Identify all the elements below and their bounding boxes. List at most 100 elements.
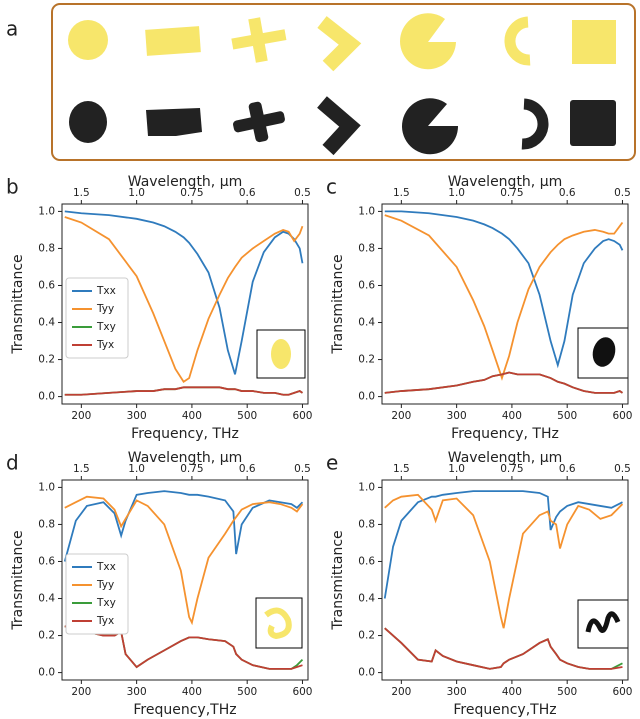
panel-label: e xyxy=(326,451,338,475)
x-axis-title: Frequency, THz xyxy=(451,426,559,442)
y-tick-label: 0.4 xyxy=(38,593,55,605)
x-tick-label: 500 xyxy=(557,686,577,698)
x-tick-label: 600 xyxy=(612,686,632,698)
y-tick-label: 0.0 xyxy=(38,391,55,403)
y-tick-label: 0.6 xyxy=(358,555,375,567)
y-tick-label: 1.0 xyxy=(358,205,375,217)
legend-label: Tyy xyxy=(96,579,114,591)
inset xyxy=(577,327,629,379)
x-tick-label: 600 xyxy=(292,686,312,698)
x-tick-label: 400 xyxy=(502,410,522,422)
x2-tick-label: 1.0 xyxy=(128,187,145,199)
x-tick-label: 300 xyxy=(447,686,467,698)
legend-label: Txy xyxy=(96,597,116,609)
x-tick-label: 600 xyxy=(612,410,632,422)
y-tick-label: 1.0 xyxy=(38,205,55,217)
series-line xyxy=(384,210,624,369)
y-tick-label: 1.0 xyxy=(358,481,375,493)
x2-tick-label: 1.0 xyxy=(128,463,145,475)
x-tick-label: 200 xyxy=(71,686,91,698)
plot-frame xyxy=(381,203,629,405)
legend-label: Txx xyxy=(96,285,116,297)
x2-tick-label: 1.5 xyxy=(393,187,410,199)
y-axis-title: Transmittance xyxy=(10,530,26,630)
x2-tick-label: 0.5 xyxy=(614,463,631,475)
x2-axis-title: Wavelength, µm xyxy=(128,450,243,466)
y-tick-label: 0.8 xyxy=(38,242,55,254)
y-tick-label: 0.6 xyxy=(38,555,55,567)
plot-frame xyxy=(381,479,629,681)
x-tick-label: 300 xyxy=(127,686,147,698)
y-tick-label: 0.8 xyxy=(38,518,55,530)
x-tick-label: 200 xyxy=(391,410,411,422)
x2-tick-label: 0.6 xyxy=(239,463,256,475)
series-line xyxy=(64,210,304,375)
series-line xyxy=(384,214,624,381)
plot-frame xyxy=(61,203,309,405)
y-axis-title: Transmittance xyxy=(330,254,346,354)
predicted-shapes xyxy=(69,96,616,156)
y-axis-title: Transmittance xyxy=(330,530,346,630)
x-tick-label: 500 xyxy=(237,410,257,422)
y-tick-label: 0.4 xyxy=(358,317,375,329)
x2-tick-label: 1.0 xyxy=(448,187,465,199)
y-tick-label: 0.8 xyxy=(358,242,375,254)
legend-box xyxy=(65,277,129,359)
panel-label: b xyxy=(6,175,19,199)
legend-label: Tyy xyxy=(96,303,114,315)
plot-frame xyxy=(61,479,309,681)
legend-label: Txy xyxy=(96,321,116,333)
y-tick-label: 0.6 xyxy=(38,279,55,291)
x2-axis-title: Wavelength, µm xyxy=(448,174,563,190)
series-line xyxy=(64,386,303,396)
panel-label: a xyxy=(6,17,18,41)
x-tick-label: 300 xyxy=(127,410,147,422)
panel-label: d xyxy=(6,451,19,475)
x2-tick-label: 0.5 xyxy=(294,187,311,199)
series-line xyxy=(384,371,623,394)
x2-tick-label: 0.6 xyxy=(239,187,256,199)
x2-tick-label: 0.6 xyxy=(559,187,576,199)
y-axis-title: Transmittance xyxy=(10,254,26,354)
series-line xyxy=(64,216,304,384)
x2-tick-label: 0.6 xyxy=(559,463,576,475)
series-line xyxy=(384,493,624,629)
x-tick-label: 400 xyxy=(182,410,202,422)
x2-tick-label: 1.5 xyxy=(393,463,410,475)
x-tick-label: 200 xyxy=(71,410,91,422)
y-tick-label: 0.0 xyxy=(38,667,55,679)
x-tick-label: 500 xyxy=(237,686,257,698)
x2-tick-label: 0.75 xyxy=(180,463,203,475)
inset xyxy=(256,329,306,379)
x-tick-label: 300 xyxy=(447,410,467,422)
y-tick-label: 0.2 xyxy=(358,354,375,366)
y-tick-label: 0.8 xyxy=(358,518,375,530)
series-line xyxy=(383,490,623,599)
series-line xyxy=(64,495,304,626)
x-axis-title: Frequency,THz xyxy=(453,702,556,718)
series-line xyxy=(63,490,304,562)
legend-label: Txx xyxy=(96,561,116,573)
legend-label: Tyx xyxy=(96,615,114,627)
x-tick-label: 600 xyxy=(292,410,312,422)
legend-label: Tyx xyxy=(96,339,114,351)
target-shapes xyxy=(68,13,616,72)
x-axis-title: Frequency, THz xyxy=(131,426,239,442)
x-tick-label: 200 xyxy=(391,686,411,698)
y-tick-label: 0.4 xyxy=(358,593,375,605)
x2-axis-title: Wavelength, µm xyxy=(448,450,563,466)
x-tick-label: 400 xyxy=(502,686,522,698)
chart-panel: c Wavelength, µm Frequency, THz Transmittan… xyxy=(326,174,632,442)
x2-tick-label: 0.75 xyxy=(500,187,523,199)
chart-panel: b Wavelength, µm Frequency, THz Transmittan… xyxy=(6,174,312,442)
y-tick-label: 0.4 xyxy=(38,317,55,329)
x2-tick-label: 0.75 xyxy=(180,187,203,199)
series-line xyxy=(384,627,623,670)
y-tick-label: 0.2 xyxy=(38,630,55,642)
x2-tick-label: 1.0 xyxy=(448,463,465,475)
x2-tick-label: 0.75 xyxy=(500,463,523,475)
x-tick-label: 500 xyxy=(557,410,577,422)
x2-tick-label: 0.5 xyxy=(294,463,311,475)
